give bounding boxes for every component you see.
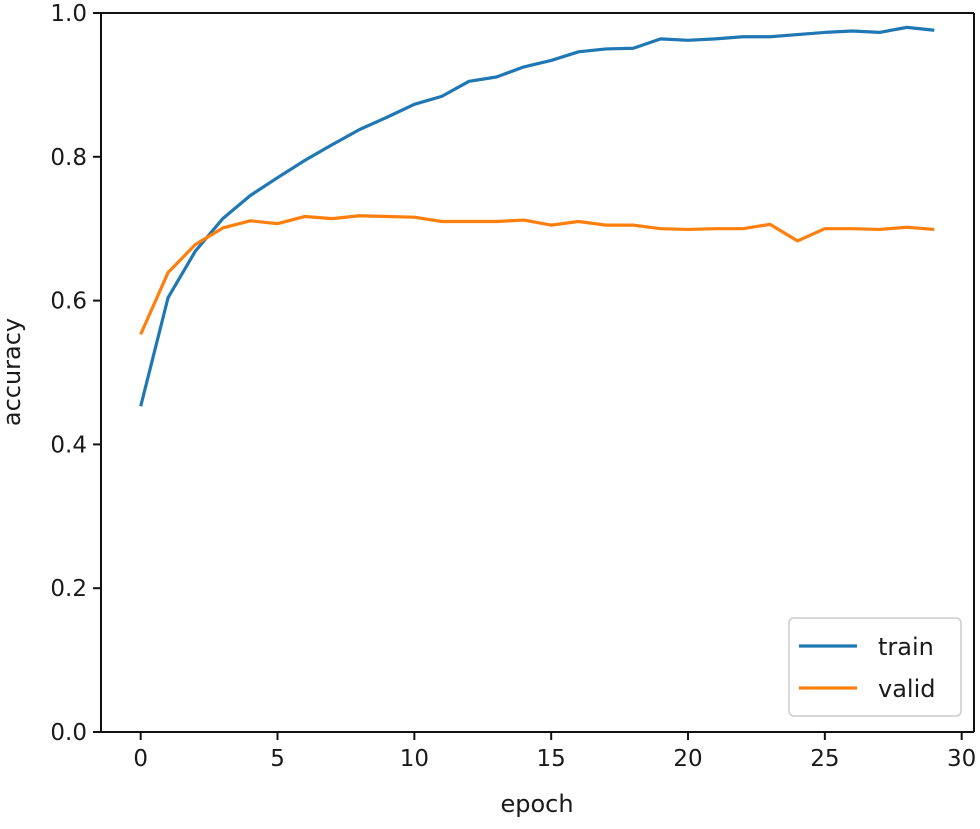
x-tick-label: 25: [810, 746, 839, 772]
legend: train valid: [788, 617, 962, 717]
plot-area: [101, 13, 974, 732]
x-tick-label: 15: [537, 746, 566, 772]
axes-layer: [100, 12, 975, 733]
plot-background: [101, 13, 974, 732]
y-tick-label: 0.2: [50, 576, 87, 602]
y-tick-label: 1.0: [50, 1, 87, 27]
x-tick-label: 5: [270, 746, 285, 772]
series-line-valid: [139, 214, 935, 336]
x-tick-label: 20: [673, 746, 702, 772]
legend-label-valid: valid: [878, 675, 935, 703]
x-tick-label: 30: [947, 746, 976, 772]
y-tick-label: 0.0: [50, 720, 87, 746]
x-tick-label: 0: [133, 746, 148, 772]
series-layer: [139, 25, 935, 407]
legend-label-train: train: [878, 633, 934, 661]
x-axis-label: epoch: [500, 790, 573, 818]
y-tick-label: 0.6: [50, 289, 87, 315]
y-tick-label: 0.8: [50, 145, 87, 171]
legend-box: [788, 617, 962, 717]
y-axis-label: accuracy: [0, 318, 26, 426]
x-tick-label: 10: [400, 746, 429, 772]
y-tick-label: 0.4: [50, 432, 87, 458]
series-line-train: [139, 25, 935, 407]
ticks-layer: 0 5 10 15 20 25 30 0.0 0.2 0.4 0.6 0.8 1.0: [50, 1, 976, 772]
